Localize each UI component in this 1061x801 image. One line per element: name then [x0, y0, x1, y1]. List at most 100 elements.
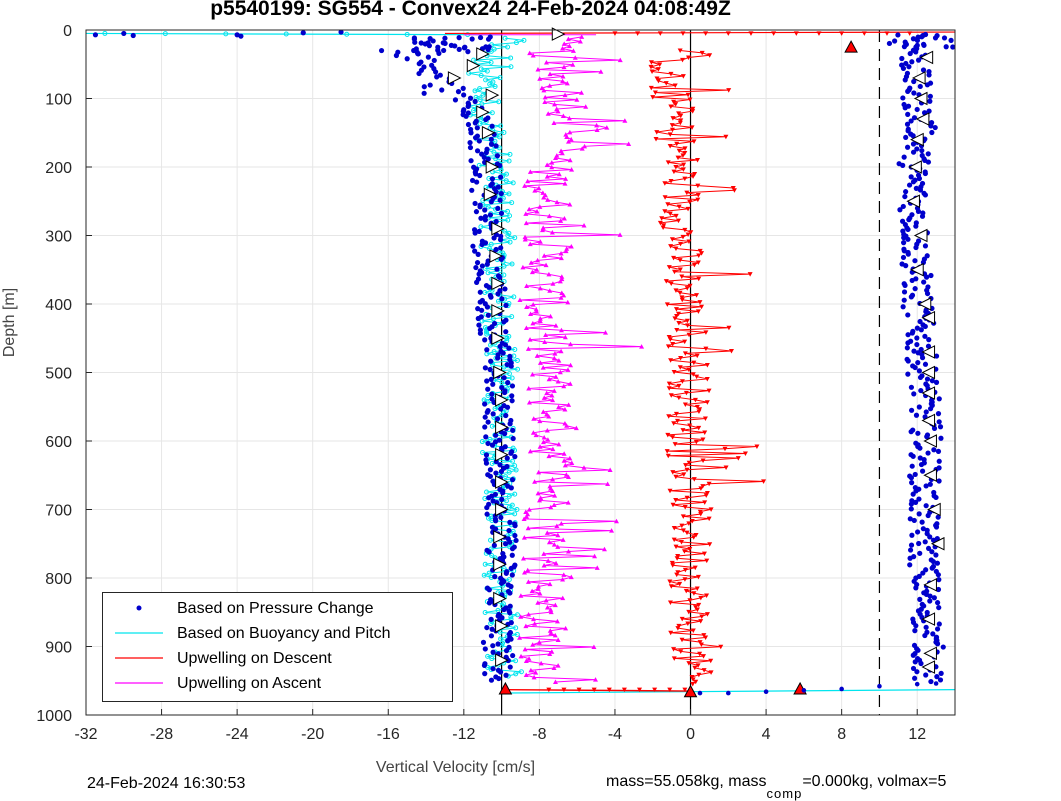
glider-marker-ascent [921, 612, 936, 626]
descent-point [674, 556, 680, 561]
pressure-point [488, 199, 494, 205]
ascent-point [563, 625, 569, 631]
pressure-point [411, 36, 418, 42]
ascent-point [564, 134, 570, 139]
descent-point [676, 321, 682, 326]
pressure-point [902, 193, 908, 200]
pressure-point [935, 586, 942, 593]
buoyancy-point [491, 349, 497, 355]
pressure-point [509, 393, 515, 399]
buoyancy-point [492, 83, 498, 89]
pressure-point [487, 467, 493, 473]
ascent-point [520, 264, 526, 270]
descent-point [673, 307, 679, 312]
descent-point [668, 281, 674, 286]
descent-point [675, 553, 681, 559]
descent-point [674, 328, 680, 333]
pressure-point [472, 98, 478, 105]
descent-point [662, 181, 668, 186]
ascent-point [554, 618, 560, 624]
ascent-point [531, 616, 537, 622]
pressure-point [903, 263, 909, 269]
pressure-point [927, 593, 933, 599]
pressure-point [934, 33, 940, 39]
descent-point [685, 621, 691, 626]
pressure-point [469, 177, 476, 184]
x-tick-label: 8 [837, 726, 846, 743]
ascent-point [541, 551, 547, 556]
pressure-point [487, 212, 494, 218]
ascent-point [535, 257, 541, 263]
buoyancy-point [487, 436, 493, 442]
pressure-point [914, 681, 920, 687]
descent-point [606, 687, 612, 693]
pressure-point [933, 494, 939, 501]
ascent-point [581, 222, 587, 228]
ascent-point [557, 369, 563, 375]
descent-point [701, 551, 707, 557]
buoyancy-point [503, 498, 509, 504]
pressure-point [907, 555, 913, 561]
legend: Based on Pressure Change Based on Buoyan… [102, 592, 453, 702]
descent-point [689, 675, 695, 680]
descent-point [671, 369, 677, 375]
pressure-point [941, 35, 948, 41]
descent-point [707, 53, 713, 58]
descent-point [680, 234, 686, 240]
ascent-point [551, 388, 557, 393]
buoyancy-point [481, 572, 487, 578]
glider-marker-ascent [921, 386, 936, 400]
descent-point [682, 505, 688, 510]
pressure-point [886, 40, 893, 47]
y-tick-label: 500 [45, 366, 72, 383]
pressure-point [905, 236, 911, 242]
ascent-point [526, 400, 532, 405]
ascent-point [604, 125, 610, 130]
pressure-point [507, 519, 513, 525]
pressure-point [473, 264, 479, 271]
glider-marker-ascent [921, 660, 936, 674]
descent-point [668, 104, 674, 109]
descent-point [702, 500, 708, 505]
pressure-point [917, 83, 923, 90]
buoyancy-point [482, 561, 488, 567]
pressure-point [501, 375, 507, 381]
pressure-point [900, 203, 906, 210]
ascent-point [568, 136, 574, 142]
ascent-point [559, 150, 565, 156]
ascent-point [536, 639, 542, 645]
descent-point [697, 651, 703, 657]
descent-point [703, 346, 709, 352]
descent-point [654, 130, 660, 135]
ascent-point [567, 43, 573, 49]
pressure-point [486, 587, 492, 593]
pressure-point [929, 549, 935, 555]
pressure-point [500, 490, 506, 496]
ascent-point [549, 393, 555, 398]
ascent-point [558, 521, 564, 526]
pressure-point [908, 501, 914, 507]
descent-point [771, 31, 777, 36]
buoyancy-point [513, 467, 519, 473]
pressure-point [892, 38, 898, 44]
pressure-point [933, 379, 940, 385]
ascent-point [543, 262, 549, 268]
descent-point [686, 661, 692, 666]
descent-point [670, 116, 676, 121]
descent-point [680, 428, 686, 433]
descent-point [748, 31, 754, 36]
pressure-point [483, 116, 489, 123]
ascent-point [545, 111, 551, 116]
descent-point [694, 374, 700, 380]
ascent-point [526, 507, 532, 512]
pressure-point [899, 55, 905, 62]
ascent-point [551, 355, 557, 361]
descent-point [655, 78, 661, 84]
pressure-point [435, 47, 441, 53]
buoyancy-point [478, 224, 484, 230]
buoyancy-point [505, 208, 511, 214]
pressure-point [910, 652, 916, 658]
descent-point [671, 656, 677, 661]
ascent-point [591, 644, 597, 650]
descent-point [612, 31, 618, 36]
